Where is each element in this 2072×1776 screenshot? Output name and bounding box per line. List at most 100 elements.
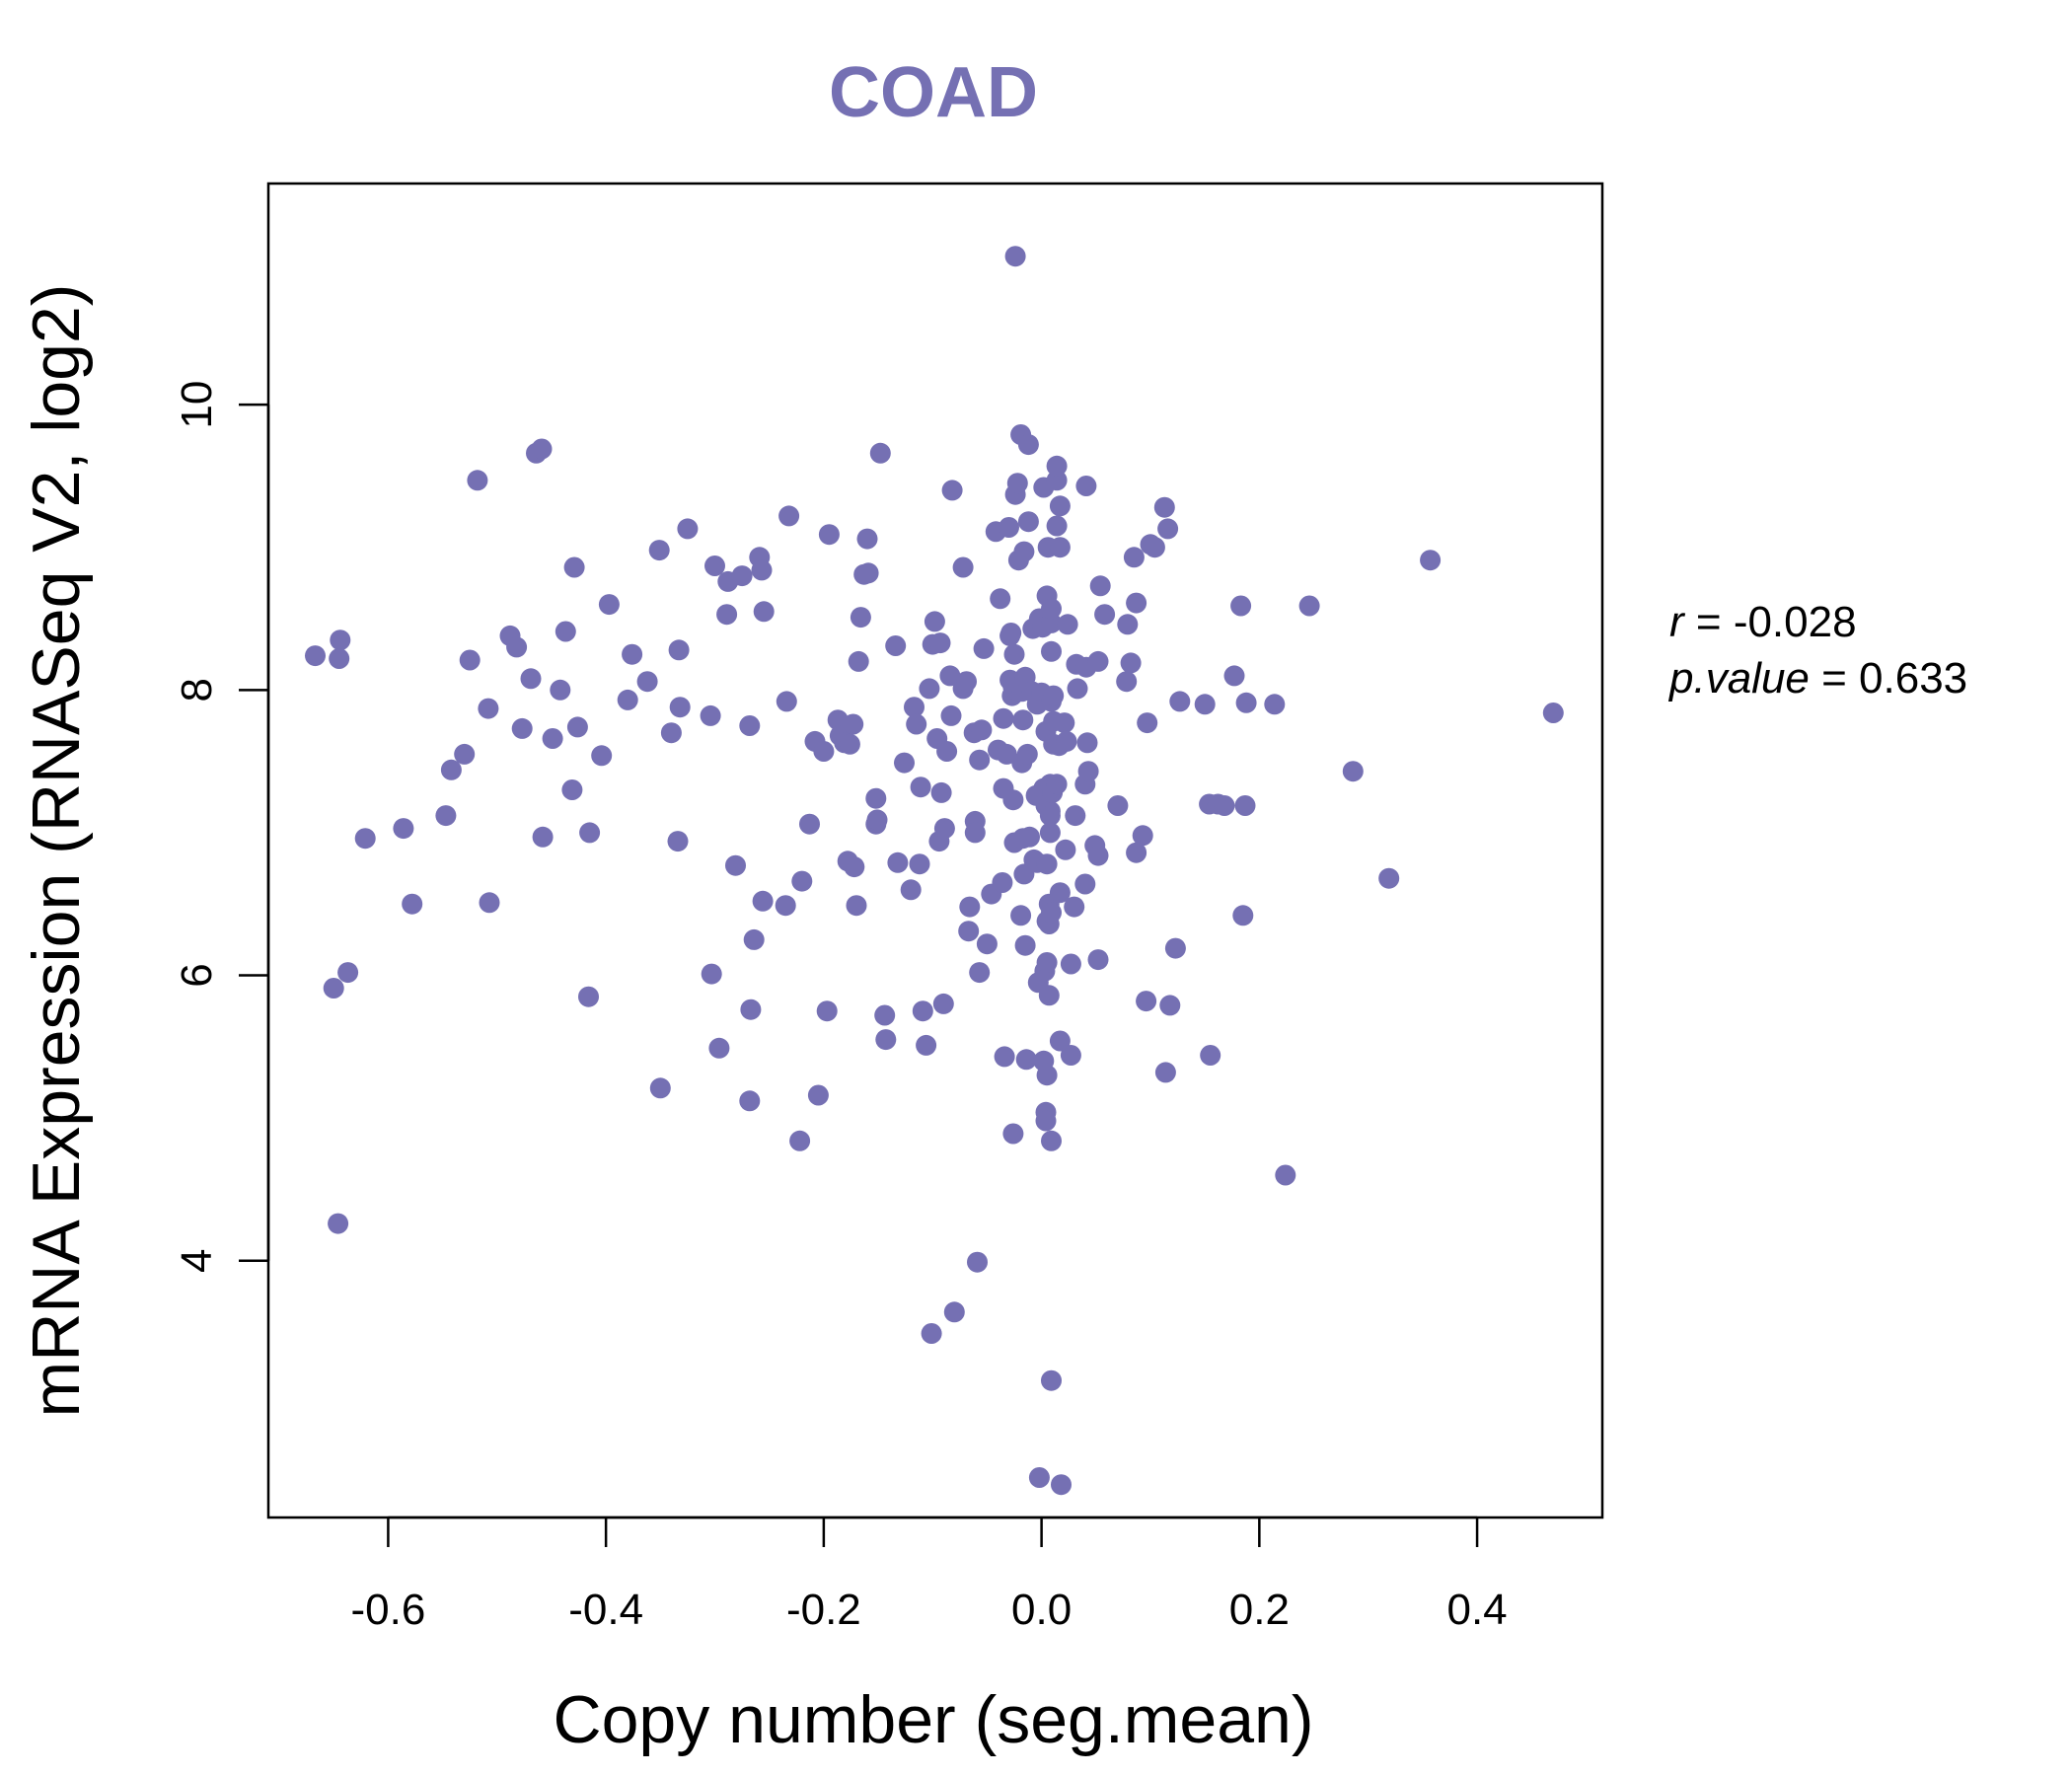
- y-axis-label: mRNA Expression (RNASeq V2, log2): [19, 284, 94, 1418]
- data-point: [1116, 671, 1138, 693]
- data-point: [1006, 473, 1028, 494]
- data-point: [1046, 515, 1068, 537]
- data-point: [1049, 537, 1071, 558]
- data-point: [1214, 795, 1235, 816]
- data-point: [1051, 1474, 1072, 1496]
- data-point: [1035, 1110, 1057, 1132]
- data-point: [1076, 732, 1098, 754]
- data-point: [818, 524, 840, 546]
- data-point: [305, 645, 326, 667]
- data-point: [789, 1130, 811, 1151]
- data-point: [1014, 934, 1036, 956]
- data-point: [561, 779, 583, 800]
- data-point: [1087, 650, 1109, 672]
- data-point: [939, 665, 961, 687]
- data-point: [807, 1084, 829, 1106]
- data-point: [941, 480, 963, 501]
- data-point: [1107, 795, 1129, 816]
- data-point: [1004, 246, 1026, 267]
- data-point: [1065, 805, 1086, 827]
- data-point: [1002, 1123, 1024, 1145]
- data-point: [1159, 995, 1181, 1016]
- data-point: [677, 518, 699, 540]
- data-point: [932, 993, 954, 1014]
- p-value: 0.633: [1859, 654, 1967, 703]
- x-tick-label: 0.2: [1229, 1586, 1290, 1634]
- r-label: r: [1669, 598, 1686, 646]
- data-point: [900, 879, 922, 901]
- data-point: [844, 856, 865, 878]
- data-point: [751, 559, 773, 581]
- data-point: [967, 1251, 988, 1273]
- x-tick-label: 0.4: [1446, 1586, 1507, 1634]
- data-point: [1120, 652, 1142, 674]
- data-point: [996, 743, 1017, 765]
- data-point: [1049, 495, 1071, 517]
- data-point: [648, 540, 670, 561]
- data-point: [1057, 614, 1078, 635]
- p-stat-line: p.value = 0.633: [1667, 654, 1967, 703]
- data-point: [1046, 774, 1068, 795]
- data-point: [337, 962, 359, 984]
- data-point: [506, 636, 528, 658]
- data-point: [1087, 949, 1109, 971]
- y-tick-label: 4: [173, 1248, 221, 1272]
- data-point: [791, 870, 813, 892]
- data-point: [969, 962, 991, 984]
- data-point: [752, 890, 774, 912]
- data-point: [993, 707, 1014, 729]
- data-point: [1003, 643, 1025, 665]
- data-point: [598, 594, 620, 616]
- data-point: [435, 805, 457, 827]
- data-point: [1157, 518, 1179, 540]
- data-point: [940, 704, 962, 726]
- data-point: [921, 1323, 942, 1344]
- data-point: [778, 505, 800, 527]
- x-axis: -0.6 -0.4 -0.2 0.0 0.2 0.4: [350, 1516, 1508, 1634]
- x-tick-label: -0.6: [350, 1586, 425, 1634]
- data-point: [924, 611, 945, 632]
- data-point: [1060, 953, 1081, 975]
- data-point: [994, 1046, 1015, 1068]
- data-point: [323, 978, 344, 999]
- data-point: [739, 715, 761, 736]
- data-point: [1046, 455, 1068, 477]
- data-point: [999, 517, 1019, 538]
- data-point: [1038, 985, 1060, 1006]
- data-point: [563, 556, 585, 578]
- y-tick-label: 10: [173, 381, 221, 429]
- data-point: [1041, 640, 1062, 662]
- y-tick-label: 6: [173, 963, 221, 987]
- data-point: [743, 928, 765, 950]
- data-point: [1036, 1065, 1058, 1086]
- data-point: [1154, 1062, 1176, 1083]
- data-point: [668, 639, 690, 661]
- data-point: [1041, 1369, 1062, 1391]
- data-point: [1117, 614, 1139, 635]
- data-point: [459, 649, 481, 671]
- data-point: [866, 809, 888, 831]
- data-point: [329, 648, 350, 669]
- data-point: [933, 818, 955, 840]
- data-point: [904, 697, 925, 718]
- data-point: [1041, 612, 1062, 633]
- data-point: [1041, 902, 1062, 924]
- r-value: -0.028: [1734, 598, 1857, 646]
- data-point: [1123, 547, 1145, 568]
- data-point: [716, 604, 738, 626]
- data-point: [1016, 743, 1038, 765]
- data-point: [910, 777, 931, 798]
- data-point: [936, 741, 958, 762]
- data-point: [990, 588, 1011, 610]
- y-tick-label: 8: [173, 678, 221, 702]
- y-axis: 4 6 8 10: [173, 381, 270, 1273]
- data-point: [701, 963, 722, 985]
- data-point: [1049, 1030, 1071, 1052]
- data-point: [1164, 937, 1186, 959]
- data-point: [1087, 845, 1109, 866]
- data-point: [1064, 896, 1085, 918]
- data-point: [856, 528, 878, 550]
- data-point: [1136, 991, 1157, 1012]
- data-point: [550, 679, 571, 701]
